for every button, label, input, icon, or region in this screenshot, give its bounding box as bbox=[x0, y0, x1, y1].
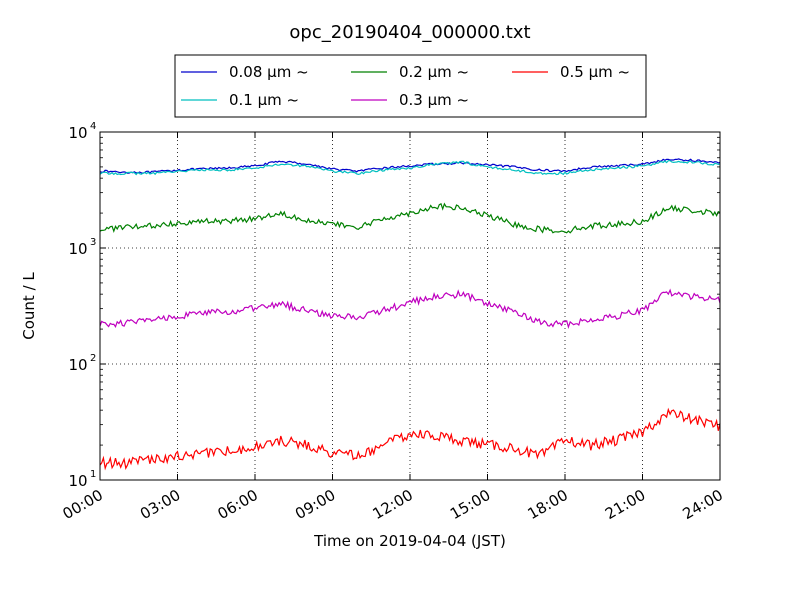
series-line bbox=[99, 202, 721, 234]
legend-label: 0.1 μm ~ bbox=[229, 91, 299, 109]
series-lines bbox=[99, 158, 721, 471]
x-tick-label: 21:00 bbox=[602, 486, 648, 523]
legend-box bbox=[174, 54, 647, 118]
series-line bbox=[99, 288, 721, 329]
y-tick-exponent: 3 bbox=[90, 237, 96, 248]
series-line bbox=[99, 407, 721, 471]
x-tick-labels: 00:00 03:00 06:00 09:00 12:00 15:00 18:00 21:00… bbox=[60, 486, 726, 523]
series-line bbox=[99, 160, 721, 176]
legend-label: 0.08 μm ~ bbox=[229, 63, 309, 81]
y-tick-exponent: 2 bbox=[90, 353, 96, 364]
y-tick-label: 10 bbox=[68, 356, 87, 374]
legend-label: 0.3 μm ~ bbox=[399, 91, 469, 109]
y-tick-label: 10 bbox=[68, 240, 87, 258]
x-tick-label: 00:00 bbox=[60, 486, 106, 523]
x-axis-label: Time on 2019-04-04 (JST) bbox=[313, 532, 506, 550]
chart-title: opc_20190404_000000.txt bbox=[289, 22, 530, 43]
x-tick-label: 15:00 bbox=[447, 486, 493, 523]
series-line bbox=[99, 158, 721, 174]
x-tick-label: 18:00 bbox=[525, 486, 571, 523]
x-tick-label: 12:00 bbox=[370, 486, 416, 523]
y-axis-label: Count / L bbox=[20, 272, 38, 340]
gridlines bbox=[100, 132, 720, 480]
y-tick-exponent: 1 bbox=[90, 469, 96, 480]
y-tick-exponent: 4 bbox=[90, 121, 96, 132]
tick-marks bbox=[99, 131, 721, 481]
y-tick-label: 10 bbox=[68, 472, 87, 490]
x-tick-label: 09:00 bbox=[292, 486, 338, 523]
legend-label: 0.5 μm ~ bbox=[560, 63, 630, 81]
y-tick-label: 10 bbox=[68, 124, 87, 142]
legend-label: 0.2 μm ~ bbox=[399, 63, 469, 81]
x-tick-label: 24:00 bbox=[680, 486, 726, 523]
x-tick-label: 03:00 bbox=[137, 486, 183, 523]
legend: 0.08 μm ~ 0.1 μm ~ 0.2 μm ~ 0.3 μm ~ 0.5 μm … bbox=[174, 54, 647, 118]
x-tick-label: 06:00 bbox=[215, 486, 261, 523]
